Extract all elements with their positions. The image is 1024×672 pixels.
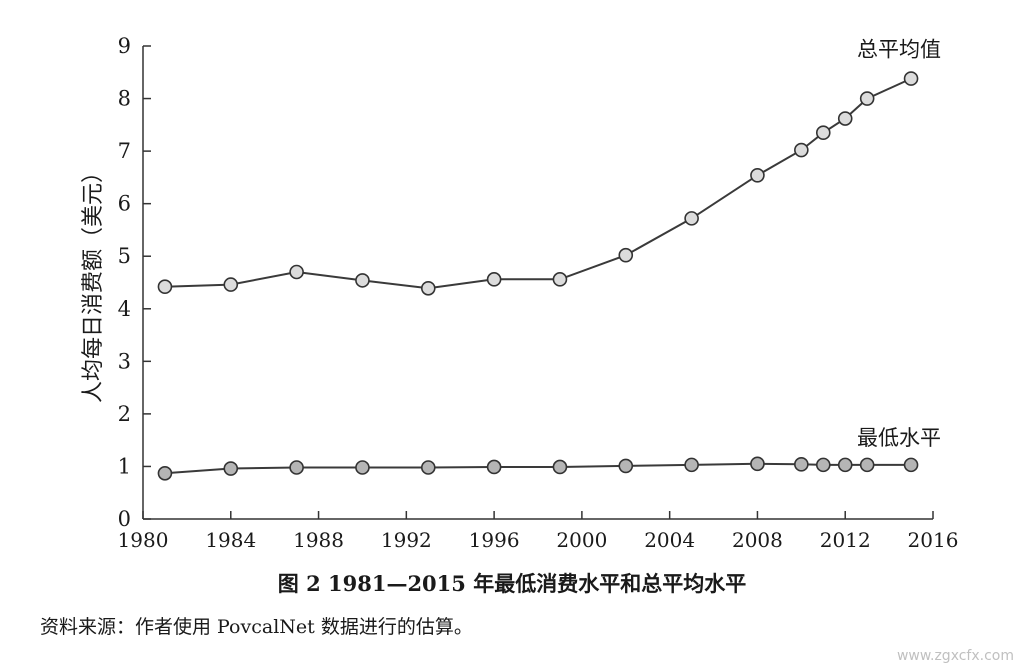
data-point	[750, 456, 765, 472]
data-point	[837, 457, 853, 473]
data-point	[837, 111, 853, 126]
y-tick-label: 5	[118, 244, 131, 268]
y-tick-label: 1	[118, 454, 131, 478]
data-point	[157, 279, 173, 295]
axes	[142, 45, 934, 520]
data-point	[903, 457, 919, 473]
series-lines	[164, 77, 912, 475]
y-tick-label: 3	[118, 349, 131, 373]
data-point	[815, 125, 831, 141]
x-tick-label: 2012	[820, 528, 871, 552]
x-tick-label: 1996	[469, 528, 520, 552]
y-tick-label: 6	[118, 192, 131, 216]
data-point	[289, 264, 304, 280]
data-point	[684, 457, 699, 473]
series-label-0: 总平均值	[857, 38, 941, 62]
data-point	[223, 461, 239, 476]
figure-caption: 图 2 1981—2015 年最低消费水平和总平均水平	[277, 571, 747, 596]
x-tick-label: 1984	[205, 528, 256, 552]
data-point	[157, 465, 173, 481]
tick-labels: 0 1 2 3 4 5 6 7 8 9 1980 1984 1988 1992 1996 2000 2004 20…	[118, 34, 959, 552]
data-point	[486, 459, 502, 475]
y-tick-label: 7	[118, 139, 131, 163]
y-tick-label: 8	[118, 87, 131, 111]
data-point	[750, 167, 765, 183]
data-point	[289, 460, 304, 475]
data-point	[618, 247, 634, 263]
data-point	[552, 272, 568, 287]
data-point	[794, 457, 809, 472]
data-point	[223, 277, 239, 292]
data-point	[794, 142, 809, 158]
data-point	[815, 457, 831, 473]
data-point	[420, 460, 436, 475]
x-tick-label: 2008	[732, 528, 783, 552]
y-tick-label: 2	[118, 402, 131, 426]
data-point	[355, 460, 370, 475]
data-point	[486, 272, 502, 287]
series-label-1: 最低水平	[857, 426, 941, 450]
line-chart: 0 1 2 3 4 5 6 7 8 9 1980 1984 1988 1992 1996 2000 2004 20…	[81, 34, 959, 552]
y-tick-label: 9	[118, 34, 131, 58]
data-points	[157, 71, 919, 481]
x-tick-label: 1980	[118, 528, 169, 552]
data-point	[618, 458, 634, 474]
x-tick-label: 2004	[644, 528, 695, 552]
data-point	[903, 71, 919, 86]
data-point	[859, 91, 875, 106]
data-point	[552, 459, 568, 475]
data-point	[859, 457, 875, 473]
y-axis-label: 人均每日消费额（美元）	[81, 161, 106, 403]
series-line-0	[164, 77, 912, 290]
source-note: 资料来源：作者使用 PovcalNet 数据进行的估算。	[40, 616, 473, 638]
data-point	[355, 273, 370, 288]
data-point	[684, 211, 699, 226]
x-tick-label: 2016	[908, 528, 959, 552]
data-point	[420, 280, 436, 296]
x-tick-label: 2000	[556, 528, 607, 552]
y-tick-label: 4	[118, 297, 131, 321]
x-tick-label: 1988	[293, 528, 344, 552]
x-tick-label: 1992	[381, 528, 432, 552]
y-tick-label: 0	[118, 507, 131, 531]
watermark: www.zgxcfx.com	[896, 648, 1014, 664]
